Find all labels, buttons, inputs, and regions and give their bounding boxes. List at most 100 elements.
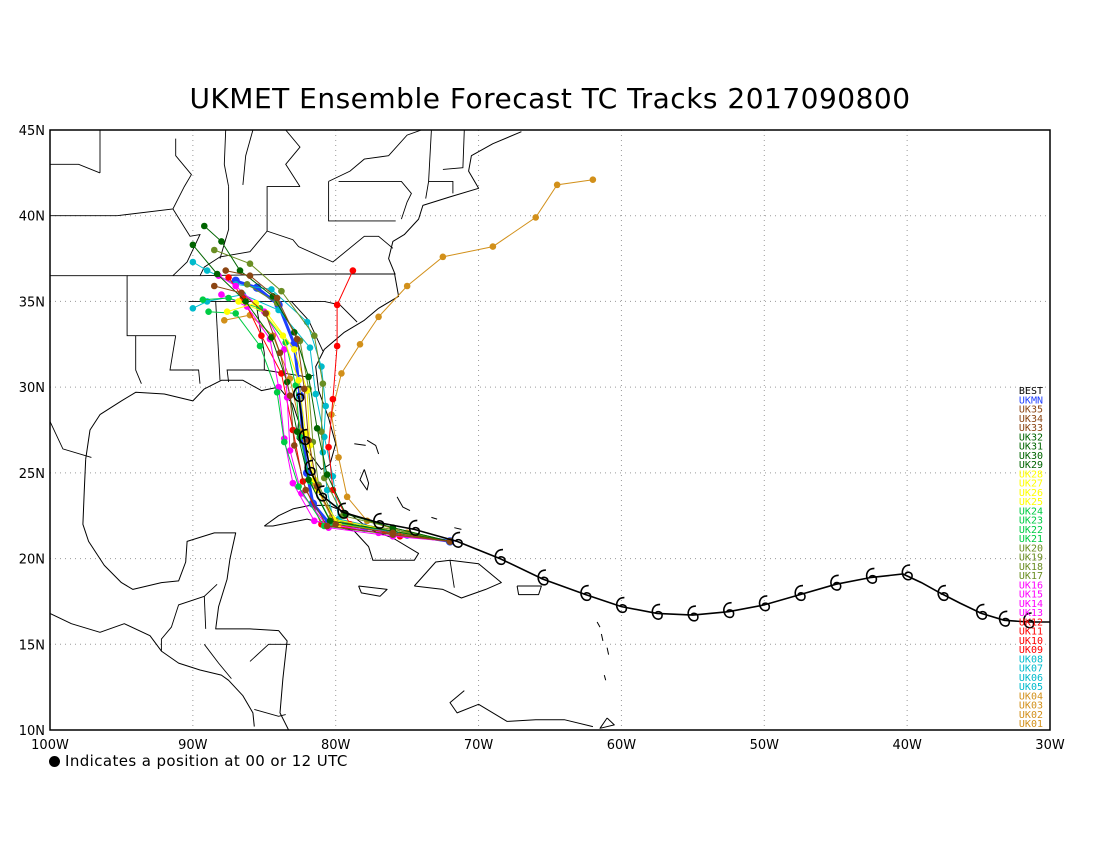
track-position-dot <box>210 246 218 254</box>
boundary-line <box>169 335 201 384</box>
legend: BESTUKMNUK35UK34UK33UK32UK31UK30UK29UK28… <box>1019 386 1043 730</box>
track-position-dot <box>389 531 397 538</box>
track-position-dot <box>329 395 337 403</box>
y-tick-label: 10N <box>19 724 45 739</box>
track-uk31 <box>189 241 454 545</box>
legend-label-uk17: UK17 <box>1019 571 1043 582</box>
legend-label-uk14: UK14 <box>1019 599 1043 610</box>
boundary-line <box>449 560 455 588</box>
track-position-dot <box>189 241 197 249</box>
track-line <box>246 283 451 542</box>
x-tick-label: 30W <box>1035 738 1065 753</box>
boundary-line <box>338 180 412 220</box>
coastline <box>603 674 607 681</box>
track-line <box>192 261 451 542</box>
track-position-dot <box>189 304 197 312</box>
legend-label-uk05: UK05 <box>1019 682 1043 693</box>
y-tick-label: 25N <box>19 467 45 482</box>
boundary-line <box>328 181 396 222</box>
track-position-dot <box>273 294 281 302</box>
track-position-dot <box>299 478 307 485</box>
boundary-line <box>285 130 301 187</box>
grid-lines <box>50 130 1050 730</box>
track-position-dot <box>489 243 497 250</box>
legend-label-uk26: UK26 <box>1019 488 1043 499</box>
track-uk01 <box>328 176 597 545</box>
track-position-dot <box>310 332 318 340</box>
boundary-line <box>50 275 176 337</box>
track-position-dot <box>320 433 328 441</box>
boundary-line <box>215 301 221 381</box>
track-position-dot <box>305 476 312 484</box>
hurricane-symbol-icon <box>337 502 349 519</box>
track-position-dot <box>256 342 264 350</box>
boundary-line <box>223 130 230 187</box>
legend-label-uk35: UK35 <box>1019 405 1043 416</box>
track-position-dot <box>289 479 297 487</box>
track-position-dot <box>439 253 447 261</box>
legend-label-uk06: UK06 <box>1019 673 1043 684</box>
track-position-dot <box>242 298 250 305</box>
track-position-dot <box>225 294 232 302</box>
legend-label-uk13: UK13 <box>1019 608 1043 619</box>
boundary-line <box>425 130 432 199</box>
track-line <box>218 275 451 542</box>
track-position-dot <box>349 267 357 274</box>
hurricane-symbol-icon <box>794 584 806 602</box>
coastline <box>85 131 522 470</box>
track-position-dot <box>335 454 342 461</box>
boundary-line <box>249 643 290 662</box>
legend-label-uk03: UK03 <box>1019 701 1043 712</box>
x-tick-label: 60W <box>607 738 637 753</box>
legend-label-uk32: UK32 <box>1019 432 1043 443</box>
track-position-dot <box>236 267 244 274</box>
track-position-dot <box>553 181 561 189</box>
track-position-dot <box>199 296 207 304</box>
ensemble-tracks <box>189 176 597 546</box>
chart-title: UKMET Ensemble Forecast TC Tracks 201709… <box>189 82 911 115</box>
track-position-dot <box>323 522 331 530</box>
legend-label-uk22: UK22 <box>1019 525 1043 536</box>
track-position-dot <box>243 280 251 288</box>
track-position-dot <box>343 493 351 501</box>
track-position-dot <box>302 486 310 494</box>
legend-label-uk16: UK16 <box>1019 580 1043 591</box>
track-position-dot <box>225 274 232 281</box>
boundary-line <box>50 421 92 458</box>
track-position-dot <box>218 238 225 245</box>
track-position-dot <box>268 286 275 293</box>
track-position-dot <box>305 373 312 381</box>
track-position-dot <box>286 392 294 400</box>
track-uk17 <box>210 246 454 545</box>
track-position-dot <box>323 486 331 494</box>
hurricane-symbol-icon <box>937 584 949 602</box>
track-position-dot <box>293 335 301 343</box>
hurricane-symbol-icon <box>373 512 385 530</box>
x-tick-label: 80W <box>321 738 351 753</box>
track-position-dot <box>276 349 284 357</box>
track-position-dot <box>210 282 218 290</box>
coastline <box>354 443 366 446</box>
track-position-dot <box>213 270 221 278</box>
track-position-dot <box>295 483 302 490</box>
hurricane-symbol-icon <box>580 584 592 602</box>
track-line <box>214 285 451 542</box>
x-tick-label: 90W <box>178 738 208 753</box>
track-position-dot <box>306 344 314 352</box>
legend-label-uk31: UK31 <box>1019 442 1043 453</box>
coastline <box>596 621 601 628</box>
footnote: Indicates a position at 00 or 12 UTC <box>49 752 348 770</box>
coastline <box>449 690 594 728</box>
hurricane-symbol-icon <box>451 531 463 548</box>
track-position-dot <box>223 308 231 316</box>
hurricane-symbol-icon <box>975 603 988 620</box>
legend-label-uk23: UK23 <box>1019 516 1043 527</box>
boundary-line <box>242 130 254 185</box>
track-uk25 <box>235 298 454 545</box>
boundary-line <box>442 130 465 170</box>
legend-label-uk21: UK21 <box>1019 534 1043 545</box>
track-position-dot <box>310 517 318 525</box>
track-position-dot <box>222 267 230 274</box>
track-position-dot <box>329 472 337 480</box>
